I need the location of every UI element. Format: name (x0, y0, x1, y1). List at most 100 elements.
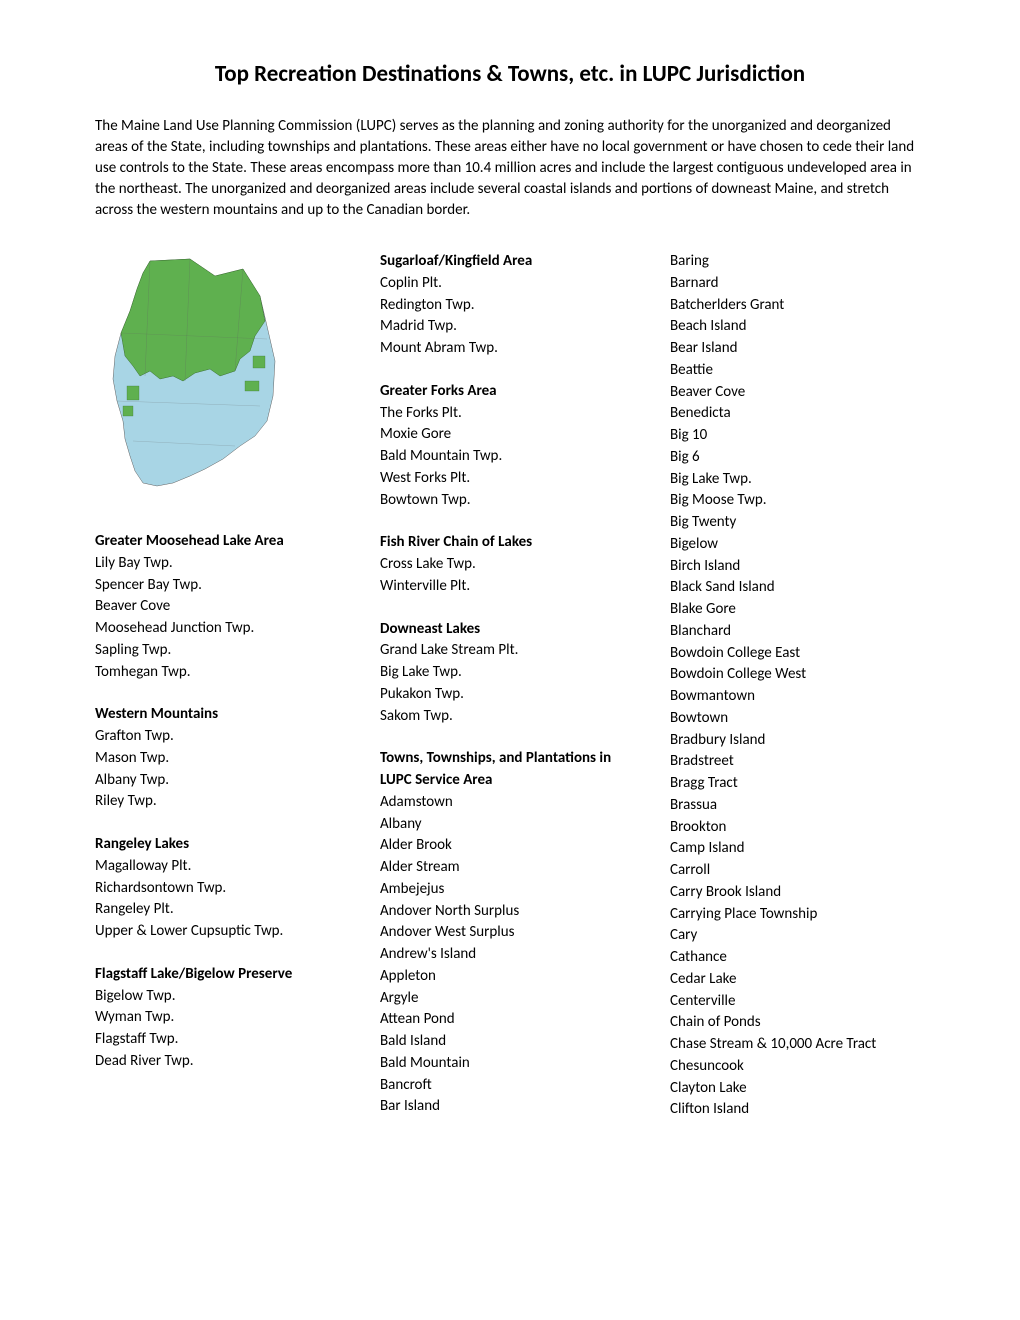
list-item: Lily Bay Twp. (95, 553, 350, 575)
list-item: Camp Island (670, 838, 930, 860)
list-item: Andover West Surplus (380, 922, 640, 944)
list-item: Ambejejus (380, 879, 640, 901)
list-item: Bradstreet (670, 751, 930, 773)
list-item: Wyman Twp. (95, 1007, 350, 1029)
list-item: Big 10 (670, 425, 930, 447)
list-item: Big Moose Twp. (670, 490, 930, 512)
list-item: Birch Island (670, 556, 930, 578)
list-item: Bradbury Island (670, 730, 930, 752)
map-svg (95, 251, 290, 511)
list-item: Winterville Plt. (380, 576, 640, 598)
list-item: Black Sand Island (670, 577, 930, 599)
list-item: Carry Brook Island (670, 882, 930, 904)
list-item: Bald Mountain Twp. (380, 446, 640, 468)
section-header: Towns, Townships, and Plantations in LUP… (380, 748, 640, 792)
list-item: Cathance (670, 947, 930, 969)
list-item: Blanchard (670, 621, 930, 643)
list-item: Madrid Twp. (380, 316, 640, 338)
list-item: Bowdoin College East (670, 643, 930, 665)
list-item: Cross Lake Twp. (380, 554, 640, 576)
list-item: Adamstown (380, 792, 640, 814)
list-item: Clifton Island (670, 1099, 930, 1121)
page-title: Top Recreation Destinations & Towns, etc… (95, 60, 925, 88)
list-item: Big 6 (670, 447, 930, 469)
list-item: The Forks Plt. (380, 403, 640, 425)
list-item: Mason Twp. (95, 748, 350, 770)
list-item: Appleton (380, 966, 640, 988)
list-item: Dead River Twp. (95, 1051, 350, 1073)
list-item: Beaver Cove (95, 596, 350, 618)
section-header: Fish River Chain of Lakes (380, 532, 640, 554)
list-item: Alder Stream (380, 857, 640, 879)
list-item: Richardsontown Twp. (95, 878, 350, 900)
list-item: Chain of Ponds (670, 1012, 930, 1034)
section-header: Rangeley Lakes (95, 834, 350, 856)
list-item: Barnard (670, 273, 930, 295)
list-item: Flagstaff Twp. (95, 1029, 350, 1051)
list-item: Bowmantown (670, 686, 930, 708)
list-item: Bowtown Twp. (380, 490, 640, 512)
list-item: Bear Island (670, 338, 930, 360)
section-header: Western Mountains (95, 704, 350, 726)
maine-map (95, 251, 290, 511)
list-item: Mount Abram Twp. (380, 338, 640, 360)
list-item: Bragg Tract (670, 773, 930, 795)
list-item: Carroll (670, 860, 930, 882)
list-item: Blake Gore (670, 599, 930, 621)
list-item: Cary (670, 925, 930, 947)
list-item: Bowdoin College West (670, 664, 930, 686)
list-item: West Forks Plt. (380, 468, 640, 490)
list-item: Alder Brook (380, 835, 640, 857)
list-item: Chase Stream & 10,000 Acre Tract (670, 1034, 930, 1056)
list-item: Moosehead Junction Twp. (95, 618, 350, 640)
list-item: Bowtown (670, 708, 930, 730)
list-item: Argyle (380, 988, 640, 1010)
list-item: Beaver Cove (670, 382, 930, 404)
list-item: Andover North Surplus (380, 901, 640, 923)
list-item: Sapling Twp. (95, 640, 350, 662)
list-item: Spencer Bay Twp. (95, 575, 350, 597)
list-item: Moxie Gore (380, 424, 640, 446)
column-1: Greater Moosehead Lake AreaLily Bay Twp.… (95, 251, 350, 1121)
list-item: Rangeley Plt. (95, 899, 350, 921)
list-item: Upper & Lower Cupsuptic Twp. (95, 921, 350, 943)
list-item: Bald Mountain (380, 1053, 640, 1075)
list-item: Big Twenty (670, 512, 930, 534)
intro-paragraph: The Maine Land Use Planning Commission (… (95, 116, 925, 221)
section-header: Greater Moosehead Lake Area (95, 531, 350, 553)
list-item: Bald Island (380, 1031, 640, 1053)
list-item: Clayton Lake (670, 1078, 930, 1100)
list-item: Batcherlders Grant (670, 295, 930, 317)
list-item: Redington Twp. (380, 295, 640, 317)
section-header: Downeast Lakes (380, 619, 640, 641)
column-3: BaringBarnardBatcherlders GrantBeach Isl… (670, 251, 930, 1121)
list-item: Bigelow (670, 534, 930, 556)
list-item: Beattie (670, 360, 930, 382)
list-item: Grafton Twp. (95, 726, 350, 748)
list-item: Andrew's Island (380, 944, 640, 966)
list-item: Beach Island (670, 316, 930, 338)
list-item: Benedicta (670, 403, 930, 425)
section-header: Flagstaff Lake/Bigelow Preserve (95, 964, 350, 986)
list-item: Attean Pond (380, 1009, 640, 1031)
list-item: Centerville (670, 991, 930, 1013)
column-2: Sugarloaf/Kingfield AreaCoplin Plt.Redin… (380, 251, 640, 1121)
list-item: Grand Lake Stream Plt. (380, 640, 640, 662)
list-item: Tomhegan Twp. (95, 662, 350, 684)
list-item: Riley Twp. (95, 791, 350, 813)
list-item: Brassua (670, 795, 930, 817)
section-header: Greater Forks Area (380, 381, 640, 403)
list-item: Cedar Lake (670, 969, 930, 991)
list-item: Chesuncook (670, 1056, 930, 1078)
section-header: Sugarloaf/Kingfield Area (380, 251, 640, 273)
list-item: Pukakon Twp. (380, 684, 640, 706)
list-item: Coplin Plt. (380, 273, 640, 295)
list-item: Albany Twp. (95, 770, 350, 792)
list-item: Baring (670, 251, 930, 273)
list-item: Big Lake Twp. (670, 469, 930, 491)
list-item: Albany (380, 814, 640, 836)
list-item: Bar Island (380, 1096, 640, 1118)
list-item: Big Lake Twp. (380, 662, 640, 684)
columns-container: Greater Moosehead Lake AreaLily Bay Twp.… (95, 251, 925, 1121)
list-item: Bigelow Twp. (95, 986, 350, 1008)
